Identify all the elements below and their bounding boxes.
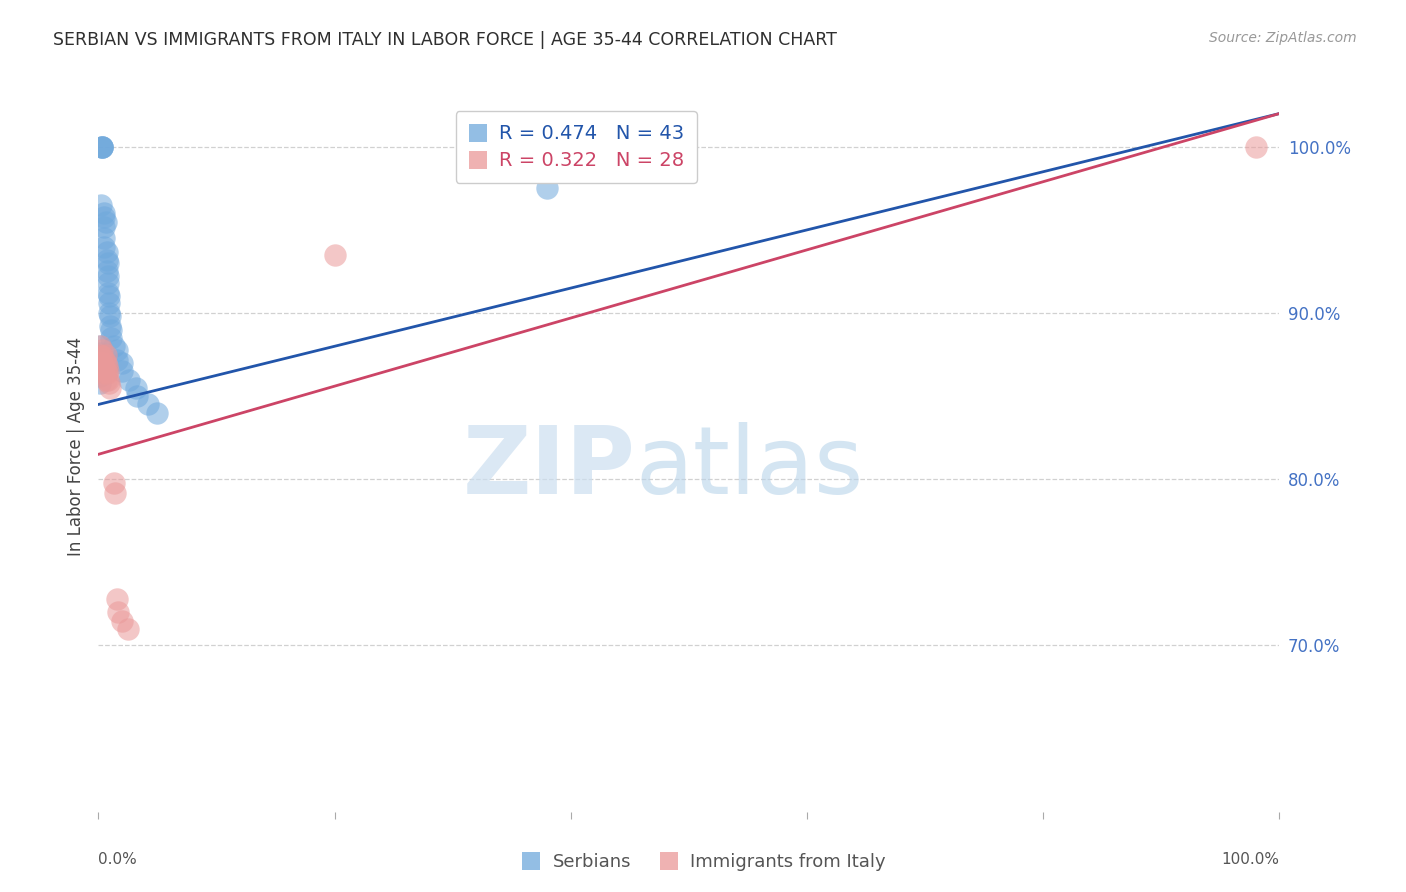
Point <box>136 397 159 411</box>
Point <box>93 206 115 220</box>
Point <box>107 605 129 619</box>
Point <box>93 219 115 234</box>
Point <box>93 352 115 367</box>
Legend: R = 0.474   N = 43, R = 0.322   N = 28: R = 0.474 N = 43, R = 0.322 N = 28 <box>456 112 697 183</box>
Point <box>96 252 118 267</box>
Point <box>94 372 117 386</box>
Point <box>89 364 111 378</box>
Point <box>105 352 128 367</box>
Point <box>100 331 122 345</box>
Point <box>91 140 114 154</box>
Point <box>93 239 115 253</box>
Point <box>96 359 118 374</box>
Point <box>127 389 149 403</box>
Point <box>97 286 120 301</box>
Point <box>1244 140 1267 154</box>
Point <box>111 614 134 628</box>
Point <box>118 372 141 386</box>
Point <box>91 364 114 378</box>
Text: atlas: atlas <box>636 422 865 514</box>
Point <box>97 276 120 290</box>
Point <box>98 296 121 310</box>
Point <box>323 248 346 262</box>
Point <box>536 181 558 195</box>
Point <box>97 372 120 386</box>
Point <box>93 366 115 380</box>
Point <box>93 359 115 374</box>
Point <box>90 198 112 212</box>
Point <box>94 348 117 362</box>
Point <box>104 485 127 500</box>
Point <box>98 381 121 395</box>
Point <box>105 591 128 606</box>
Point <box>93 210 115 224</box>
Point <box>89 376 111 390</box>
Point <box>100 323 122 337</box>
Point <box>89 356 111 370</box>
Point <box>89 352 111 367</box>
Point <box>89 369 111 384</box>
Text: SERBIAN VS IMMIGRANTS FROM ITALY IN LABOR FORCE | AGE 35-44 CORRELATION CHART: SERBIAN VS IMMIGRANTS FROM ITALY IN LABO… <box>53 31 838 49</box>
Point <box>91 140 114 154</box>
Point <box>105 343 128 357</box>
Point <box>103 339 125 353</box>
Point <box>98 319 121 334</box>
Point <box>97 256 120 270</box>
Point <box>146 406 169 420</box>
Point <box>117 622 139 636</box>
Point <box>91 140 114 154</box>
Point <box>103 475 125 490</box>
Point <box>94 356 117 370</box>
Point <box>91 356 114 370</box>
Point <box>98 306 121 320</box>
Text: Source: ZipAtlas.com: Source: ZipAtlas.com <box>1209 31 1357 45</box>
Legend: Serbians, Immigrants from Italy: Serbians, Immigrants from Italy <box>513 847 893 879</box>
Point <box>111 356 134 370</box>
Point <box>89 339 111 353</box>
Point <box>89 359 111 374</box>
Point <box>125 381 148 395</box>
Y-axis label: In Labor Force | Age 35-44: In Labor Force | Age 35-44 <box>66 336 84 556</box>
Point <box>89 346 111 360</box>
Text: ZIP: ZIP <box>463 422 636 514</box>
Point <box>111 364 134 378</box>
Point <box>98 376 121 390</box>
Text: 0.0%: 0.0% <box>98 852 138 867</box>
Text: 100.0%: 100.0% <box>1222 852 1279 867</box>
Point <box>98 310 121 324</box>
Point <box>94 214 117 228</box>
Point <box>97 269 120 284</box>
Point <box>91 140 114 154</box>
Point <box>91 343 114 357</box>
Point <box>96 264 118 278</box>
Point <box>93 231 115 245</box>
Point <box>96 244 118 259</box>
Point <box>94 364 117 378</box>
Point <box>91 349 114 363</box>
Point <box>98 289 121 303</box>
Point <box>96 366 118 380</box>
Point <box>97 364 120 378</box>
Point <box>89 348 111 362</box>
Point <box>89 339 111 353</box>
